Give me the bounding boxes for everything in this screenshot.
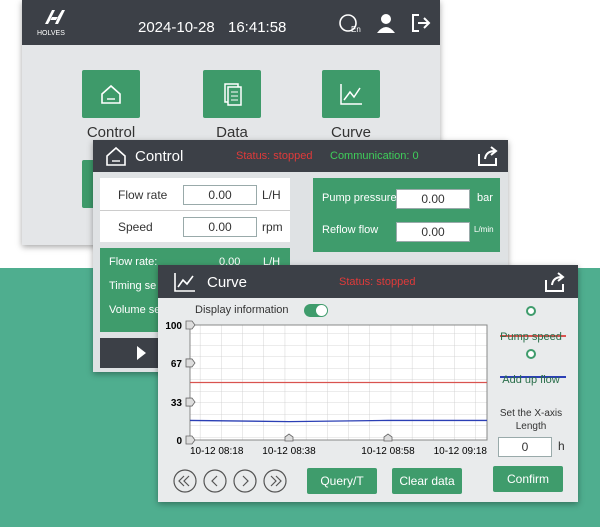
row-label: Flow rate <box>118 188 168 202</box>
y-tick-marker <box>185 435 196 445</box>
row-label: Timing se <box>109 280 157 292</box>
y-tick-marker <box>185 397 196 407</box>
y-tick-label: 100 <box>165 321 182 332</box>
status: Status: stopped <box>339 276 416 288</box>
series-line <box>189 419 487 423</box>
row-input[interactable]: 0.00 <box>396 189 470 209</box>
row-label: Volume se <box>109 304 161 316</box>
y-tick-marker <box>185 358 196 368</box>
data-tile[interactable] <box>203 70 261 118</box>
x-tick-label: 10-12 08:58 <box>361 446 415 457</box>
share-icon[interactable] <box>476 145 500 167</box>
home-icon[interactable] <box>105 145 127 167</box>
y-tick-marker <box>185 320 196 330</box>
row-input[interactable]: 0.00 <box>183 217 257 237</box>
menu-label[interactable]: Curve <box>330 124 371 141</box>
row-label: Reflow flow <box>322 224 379 236</box>
row-input[interactable]: 0.00 <box>396 222 470 242</box>
x-tick-label: 10-12 09:18 <box>434 446 488 457</box>
y-tick-label: 33 <box>171 398 183 409</box>
row-input[interactable]: 0.00 <box>183 185 257 205</box>
legend-label[interactable]: Add up flow <box>502 374 560 386</box>
row-label: Pump pressure <box>322 192 397 204</box>
y-tick-label: 0 <box>176 436 182 447</box>
language-icon[interactable] <box>338 12 364 36</box>
time: 16:41:58 <box>228 19 287 36</box>
x-length-unit: h <box>558 439 565 453</box>
y-tick-label: 67 <box>171 359 183 370</box>
display-info-label: Display information <box>195 304 289 316</box>
control-header: Control Status: stopped Communication: 0 <box>93 140 508 172</box>
share-icon[interactable] <box>543 271 567 293</box>
language-label[interactable]: En <box>351 25 361 34</box>
logo-text: HOLVES <box>37 30 65 37</box>
curve-title: Curve <box>207 274 248 291</box>
x-length-input[interactable]: 0 <box>498 437 552 457</box>
display-toggle[interactable] <box>304 304 328 317</box>
main-header: HOLVES 2024-10-28 16:41:58 En <box>22 0 440 45</box>
legend-label[interactable]: Pump speed <box>500 331 562 343</box>
legend-dot <box>526 306 536 316</box>
logo-icon <box>45 10 65 24</box>
row-label: Speed <box>118 220 153 234</box>
x-tick-marker <box>383 433 393 442</box>
query-button[interactable]: Query/T <box>307 468 377 494</box>
chart: 0 33 67 100 10-12 08:18 10-12 08:38 10-12 08:5… <box>165 306 566 457</box>
control-tile[interactable] <box>82 70 140 118</box>
row-label: Flow rate: <box>109 256 158 268</box>
x-tick-label: 10-12 08:18 <box>190 446 244 457</box>
curve-tile[interactable] <box>322 70 380 118</box>
row-unit: L/H <box>262 188 281 202</box>
status: Status: stopped <box>236 150 313 162</box>
curve-screen: Curve Status: stopped Display informatio… <box>158 265 578 502</box>
x-length-label: Set the X-axis Length <box>499 408 563 432</box>
communication: Communication: 0 <box>330 150 419 162</box>
x-tick-marker <box>284 433 294 442</box>
date: 2024-10-28 <box>138 19 215 36</box>
menu-label[interactable]: Control <box>86 124 136 141</box>
user-icon[interactable] <box>375 12 397 34</box>
nav-buttons[interactable] <box>172 468 292 494</box>
row-unit: bar <box>477 192 493 204</box>
menu-label[interactable]: Data <box>216 124 248 141</box>
main-screen: HOLVES 2024-10-28 16:41:58 En Control Da… <box>22 0 440 245</box>
confirm-button[interactable]: Confirm <box>493 466 563 492</box>
legend-dot <box>526 349 536 359</box>
row-unit: rpm <box>262 220 283 234</box>
curve-header: Curve Status: stopped <box>158 265 578 298</box>
clear-button[interactable]: Clear data <box>392 468 462 494</box>
logout-icon[interactable] <box>411 13 431 33</box>
divider <box>100 210 290 211</box>
x-tick-label: 10-12 08:38 <box>262 446 316 457</box>
control-title: Control <box>135 148 184 165</box>
curve-icon <box>174 273 195 292</box>
row-unit: L/min <box>474 225 494 234</box>
